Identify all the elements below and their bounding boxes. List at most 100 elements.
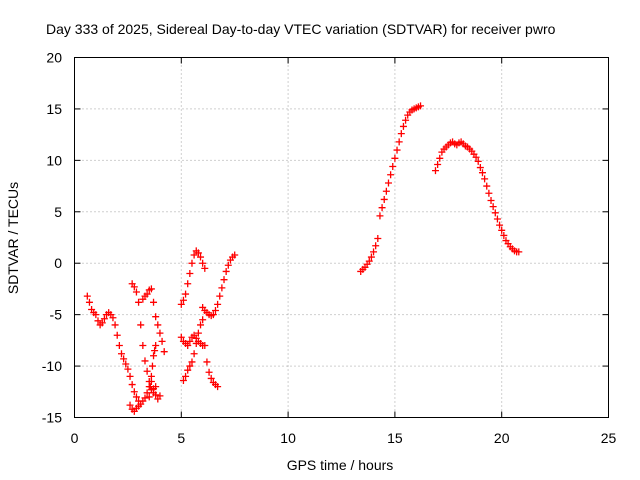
data-point xyxy=(190,350,198,358)
data-point xyxy=(152,342,160,349)
data-point xyxy=(179,376,187,384)
data-point xyxy=(199,316,207,324)
data-point xyxy=(380,195,388,203)
y-tick-label: 20 xyxy=(46,50,62,66)
data-point xyxy=(145,378,153,385)
data-point xyxy=(156,392,164,400)
data-point xyxy=(367,253,375,261)
x-axis-label: GPS time / hours xyxy=(287,457,394,473)
data-point xyxy=(209,311,217,319)
data-point xyxy=(224,261,232,269)
data-point xyxy=(94,317,102,325)
y-tick-label: -10 xyxy=(42,358,62,374)
data-point xyxy=(186,362,194,370)
data-point xyxy=(150,298,158,306)
x-tick-label: 10 xyxy=(280,430,296,446)
data-point xyxy=(496,221,504,229)
data-point xyxy=(194,329,202,337)
data-point xyxy=(205,368,213,376)
x-tick-label: 5 xyxy=(177,430,185,446)
data-point xyxy=(487,196,495,204)
data-point xyxy=(378,204,386,212)
data-point xyxy=(100,315,108,323)
data-point xyxy=(472,153,480,161)
data-point xyxy=(111,321,119,329)
series-track-1 xyxy=(83,292,143,405)
data-point xyxy=(115,342,123,349)
data-point xyxy=(194,249,202,257)
data-point xyxy=(145,393,153,401)
data-point xyxy=(143,290,151,298)
data-point xyxy=(135,298,143,306)
data-point xyxy=(376,212,384,220)
data-point xyxy=(146,383,154,391)
data-point xyxy=(498,226,506,234)
data-point xyxy=(182,372,190,380)
data-point xyxy=(143,389,151,397)
data-point xyxy=(98,319,106,327)
data-point xyxy=(126,372,134,380)
data-point xyxy=(141,394,149,402)
data-point xyxy=(389,163,397,171)
data-point xyxy=(184,342,192,349)
y-tick-label: 15 xyxy=(46,101,62,117)
data-point xyxy=(214,300,222,308)
data-point xyxy=(132,288,140,296)
data-point xyxy=(485,189,493,197)
data-point xyxy=(197,253,205,261)
x-tick-label: 20 xyxy=(494,430,510,446)
data-point xyxy=(481,175,489,183)
y-tick-label: 5 xyxy=(54,204,62,220)
data-point xyxy=(154,321,162,329)
data-point xyxy=(130,283,138,291)
data-point xyxy=(156,329,164,337)
data-point xyxy=(372,242,380,250)
y-tick-label: -15 xyxy=(42,410,62,426)
data-point xyxy=(160,348,168,356)
data-point xyxy=(130,388,138,396)
data-point xyxy=(188,358,196,366)
data-point xyxy=(374,235,382,243)
data-point xyxy=(197,321,205,329)
data-point xyxy=(500,231,508,239)
data-point xyxy=(139,342,147,349)
data-point xyxy=(397,130,405,138)
data-point xyxy=(399,122,407,130)
data-point xyxy=(190,251,198,259)
data-point xyxy=(199,259,207,267)
series-track-11 xyxy=(431,138,523,256)
data-point xyxy=(201,342,209,349)
axis-ticks xyxy=(74,57,609,418)
data-point xyxy=(186,337,194,345)
grid-lines xyxy=(74,57,609,418)
data-point xyxy=(179,296,187,304)
data-point xyxy=(365,257,373,265)
series-track-10 xyxy=(357,102,425,275)
data-point xyxy=(493,215,501,223)
data-point xyxy=(184,366,192,374)
series-track-7 xyxy=(177,331,207,349)
data-point xyxy=(220,276,228,284)
chart-title: Day 333 of 2025, Sidereal Day-to-day VTE… xyxy=(46,21,556,37)
data-point xyxy=(126,401,134,409)
data-point xyxy=(214,383,222,391)
data-point xyxy=(391,154,399,162)
series-track-5 xyxy=(145,342,160,401)
data-point xyxy=(384,179,392,187)
data-point xyxy=(203,358,211,366)
data-point xyxy=(476,164,484,172)
data-point xyxy=(184,280,192,288)
data-point xyxy=(211,307,219,315)
data-point xyxy=(231,251,239,259)
x-tick-labels: 0 5 10 15 20 25 xyxy=(71,430,617,446)
data-point xyxy=(92,311,100,319)
y-axis-label: SDTVAR / TECUs xyxy=(5,182,21,294)
data-point xyxy=(201,264,209,272)
data-point xyxy=(141,357,149,365)
data-point xyxy=(188,259,196,267)
data-point xyxy=(489,203,497,211)
data-point xyxy=(151,347,159,355)
plot-frame xyxy=(74,57,609,418)
data-point xyxy=(402,116,410,124)
